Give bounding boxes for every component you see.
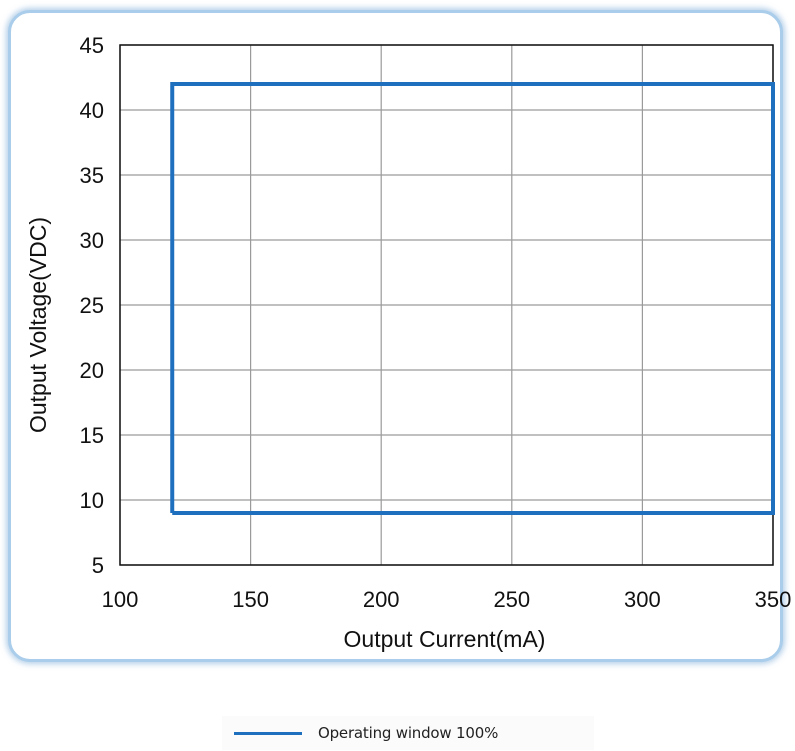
y-tick-label: 5 [92, 553, 104, 578]
y-tick-label: 20 [80, 358, 104, 383]
legend-label: Operating window 100% [318, 724, 499, 742]
x-tick-label: 200 [363, 587, 400, 612]
y-tick-label: 40 [80, 98, 104, 123]
x-tick-labels: 100 150 200 250 300 350 [102, 587, 792, 612]
y-tick-label: 25 [80, 293, 104, 318]
chart-panel [8, 10, 783, 662]
y-tick-label: 35 [80, 163, 104, 188]
series-layer [170, 82, 775, 515]
y-tick-labels: 5 10 15 20 25 30 35 40 45 [80, 33, 104, 578]
x-axis-label: Output Current(mA) [344, 626, 546, 652]
x-tick-label: 300 [624, 587, 661, 612]
x-tick-label: 250 [493, 587, 530, 612]
x-tick-label: 150 [232, 587, 269, 612]
operating-window-chart: 5 10 15 20 25 30 35 40 45 100 150 200 250 300 350 Out… [25, 33, 792, 652]
y-tick-label: 15 [80, 423, 104, 448]
operating-window-outline [170, 82, 775, 515]
legend: Operating window 100% [222, 716, 594, 750]
y-axis-label: Output Voltage(VDC) [25, 217, 51, 433]
y-tick-label: 30 [80, 228, 104, 253]
y-tick-label: 10 [80, 488, 104, 513]
legend-swatch [234, 731, 302, 735]
y-tick-label: 45 [80, 33, 104, 58]
grid-lines [119, 44, 774, 566]
x-tick-label: 100 [102, 587, 139, 612]
x-tick-label: 350 [755, 587, 792, 612]
